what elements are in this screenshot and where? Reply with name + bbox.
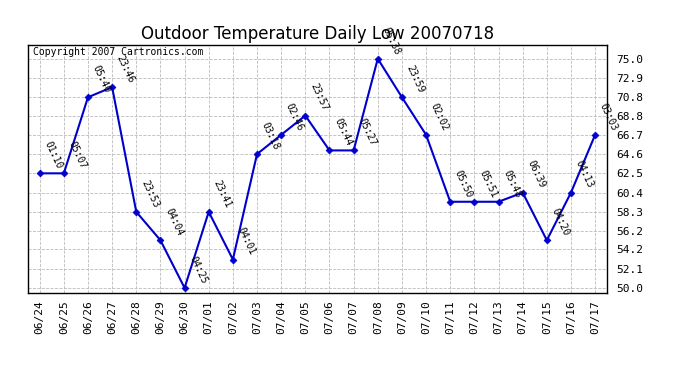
Text: 23:46: 23:46 xyxy=(115,54,137,84)
Text: 04:20: 04:20 xyxy=(550,207,571,237)
Text: 05:44: 05:44 xyxy=(333,117,354,148)
Text: 05:51: 05:51 xyxy=(477,168,499,199)
Text: 03:03: 03:03 xyxy=(598,101,620,132)
Text: 05:50: 05:50 xyxy=(453,168,475,199)
Text: 06:39: 06:39 xyxy=(526,159,547,190)
Text: 04:04: 04:04 xyxy=(164,207,185,237)
Text: 05:40: 05:40 xyxy=(91,64,112,94)
Text: 23:41: 23:41 xyxy=(212,178,233,209)
Text: 23:53: 23:53 xyxy=(139,178,161,209)
Text: 05:48: 05:48 xyxy=(502,168,523,199)
Text: Copyright 2007 Cartronics.com: Copyright 2007 Cartronics.com xyxy=(33,48,204,57)
Text: 23:59: 23:59 xyxy=(405,64,426,94)
Text: 04:01: 04:01 xyxy=(236,226,257,257)
Text: 04:25: 04:25 xyxy=(188,254,209,285)
Title: Outdoor Temperature Daily Low 20070718: Outdoor Temperature Daily Low 20070718 xyxy=(141,26,494,44)
Text: 05:07: 05:07 xyxy=(67,140,88,171)
Text: 02:02: 02:02 xyxy=(429,101,451,132)
Text: 02:46: 02:46 xyxy=(284,101,306,132)
Text: 03:18: 03:18 xyxy=(260,120,282,151)
Text: 01:10: 01:10 xyxy=(43,140,64,171)
Text: 23:57: 23:57 xyxy=(308,82,330,113)
Text: 05:27: 05:27 xyxy=(357,117,378,148)
Text: 05:38: 05:38 xyxy=(381,25,402,56)
Text: 04:13: 04:13 xyxy=(574,159,595,190)
